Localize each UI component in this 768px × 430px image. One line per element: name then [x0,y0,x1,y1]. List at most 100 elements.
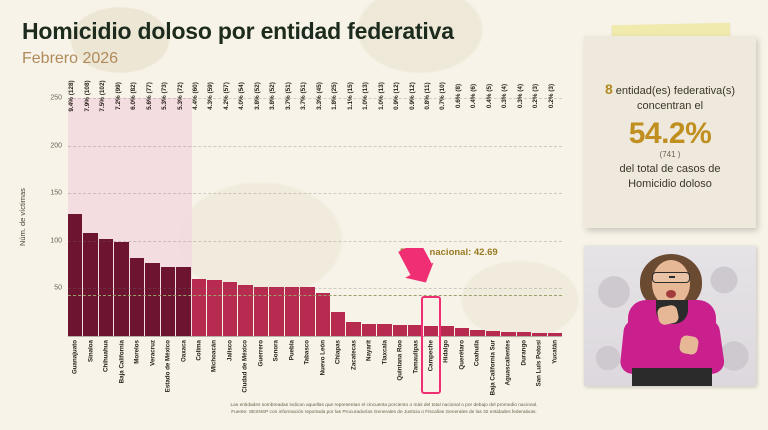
bar-tlaxcala[interactable]: 1.0% (13) [377,82,392,336]
bar-column[interactable]: 4.4% (60) [191,82,207,336]
bar-value-label: 0.8% (11) [424,82,432,110]
bar-column[interactable]: 1.0% (13) [377,82,392,336]
bar-veracruz[interactable]: 5.6% (77) [145,82,160,336]
bar-column[interactable]: 0.4% (6) [470,84,485,336]
bar-puebla[interactable]: 3.7% (51) [284,82,300,336]
bar-column[interactable]: 3.8% (52) [253,82,269,336]
bar-column[interactable]: 5.3% (72) [176,82,191,336]
bar-oaxaca[interactable]: 5.3% (72) [176,82,191,336]
bar-column[interactable]: 4.3% (59) [207,82,222,336]
bar-value-label: 7.5% (102) [99,80,107,112]
bar-guerrero[interactable]: 3.8% (52) [253,82,269,336]
bar-san-luis-potosí[interactable]: 0.2% (3) [532,84,547,336]
bar-column[interactable]: 7.5% (102) [98,80,114,336]
bar-chiapas[interactable]: 1.8% (25) [330,82,346,336]
bar-column[interactable]: 4.0% (54) [238,82,253,336]
bar-tabasco[interactable]: 3.7% (51) [300,82,315,336]
bar-value-label: 4.0% (54) [238,82,246,110]
bar-column[interactable]: 9.4% (128) [68,80,83,336]
footnote-line-2: Fuente: SESNSP con información reportada… [231,410,537,416]
note-headline: 8 entidad(es) federativa(s) concentran e… [594,80,746,114]
bar-column[interactable]: 5.3% (73) [160,82,176,336]
x-label-column: Baja California [114,338,128,396]
sign-language-video-panel[interactable] [584,246,756,386]
footnote-line-1: Las entidades sombreadas indican aquella… [230,403,538,408]
bar-column[interactable]: 4.2% (57) [222,82,238,336]
note-concentran: concentran el [636,99,704,112]
bar-coahuila[interactable]: 0.4% (6) [470,84,485,336]
x-label-san-luis-potosí: San Luis Potosí [535,340,543,387]
bar-column[interactable]: 3.8% (52) [269,82,284,336]
bar-column[interactable]: 3.7% (51) [300,82,315,336]
bar-nayarit[interactable]: 1.0% (13) [361,82,377,336]
x-label-durango: Durango [520,340,528,366]
bar-column[interactable]: 0.6% (8) [454,84,470,336]
bar-value-label: 4.2% (57) [222,82,230,110]
bar-jalisco[interactable]: 4.2% (57) [222,82,238,336]
note-crime-type: Homicidio doloso [628,178,712,191]
bar-tamaulipas[interactable]: 0.9% (12) [408,82,423,336]
bar-column[interactable]: 0.9% (12) [408,82,423,336]
bar-column[interactable]: 7.2% (99) [114,82,129,336]
bar-column[interactable]: 0.7% (10) [439,82,454,336]
bar-hidalgo[interactable]: 0.7% (10) [439,82,454,336]
bar-column[interactable]: 1.1% (15) [346,82,361,336]
bar-value-label: 7.2% (99) [114,82,122,110]
bar-baja-california-sur[interactable]: 0.4% (5) [485,84,501,336]
bar-michoacán[interactable]: 4.3% (59) [207,82,222,336]
x-label-baja-california: Baja California [118,340,126,384]
x-label-column: Estado de México [161,338,175,396]
gridline-50 [68,288,562,290]
bar-column[interactable]: 5.6% (77) [145,82,160,336]
bar-guanajuato[interactable]: 9.4% (128) [68,80,83,336]
bar-column[interactable]: 0.2% (3) [547,84,562,336]
bar-value-label: 3.8% (52) [269,82,277,110]
bar-value-label: 0.4% (6) [470,83,478,109]
bar-campeche[interactable]: 0.8% (11) [423,82,439,336]
bar-chihuahua[interactable]: 7.5% (102) [98,80,114,336]
gridline-100 [68,240,562,242]
bar-zacatecas[interactable]: 1.1% (15) [346,82,361,336]
bar-morelos[interactable]: 6.0% (82) [129,82,145,336]
bar-column[interactable]: 1.0% (13) [361,82,377,336]
bar-baja-california[interactable]: 7.2% (99) [114,82,129,336]
bar-column[interactable]: 0.2% (3) [532,84,547,336]
bar-column[interactable]: 6.0% (82) [129,82,145,336]
bar-querétaro[interactable]: 0.6% (8) [454,84,470,336]
bar-column[interactable]: 0.4% (5) [485,84,501,336]
bar-column[interactable]: 3.7% (51) [284,82,300,336]
bar-quintana-roo[interactable]: 0.9% (12) [392,82,408,336]
note-total-text: del total de casos de [619,163,721,176]
x-label-column: Morelos [130,338,144,396]
bar-yucatán[interactable]: 0.2% (3) [547,84,562,336]
bar-column[interactable]: 3.3% (45) [315,82,330,336]
interpreter-face [652,260,690,306]
bar-value-label: 0.2% (3) [547,83,555,109]
bar-aguascalientes[interactable]: 0.3% (4) [501,84,516,336]
bar-column[interactable]: 0.3% (4) [501,84,516,336]
bar-value-label: 0.7% (10) [439,82,447,110]
bar-column[interactable]: 0.9% (12) [392,82,408,336]
bar-durango[interactable]: 0.3% (4) [516,84,532,336]
x-label-tabasco: Tabasco [303,340,311,365]
bar-column[interactable]: 0.8% (11) [423,82,439,336]
bar-value-label: 0.3% (4) [516,83,524,109]
bar-column[interactable]: 7.9% (108) [83,80,98,336]
bar-column[interactable]: 0.3% (4) [516,84,532,336]
bar-ciudad-de-méxico[interactable]: 4.0% (54) [238,82,253,336]
x-label-sonora: Sonora [272,340,280,362]
bar-sinaloa[interactable]: 7.9% (108) [83,80,98,336]
x-label-nayarit: Nayarit [365,340,373,361]
bar-nuevo-león[interactable]: 3.3% (45) [315,82,330,336]
glasses-icon [652,272,690,283]
bar-sonora[interactable]: 3.8% (52) [269,82,284,336]
bar-estado-de-méxico[interactable]: 5.3% (73) [160,82,176,336]
national-average-line [68,295,562,297]
bar-value-label: 1.0% (13) [362,82,370,110]
bar-series: 9.4% (128) 7.9% (108) 7.5% (102) 7.2% (99) 6… [68,80,562,336]
x-label-guerrero: Guerrero [257,340,265,367]
x-label-column: Quintana Roo [393,338,407,396]
bar-column[interactable]: 1.8% (25) [330,82,346,336]
y-tick-50: 50 [54,284,62,292]
bar-colima[interactable]: 4.4% (60) [191,82,207,336]
